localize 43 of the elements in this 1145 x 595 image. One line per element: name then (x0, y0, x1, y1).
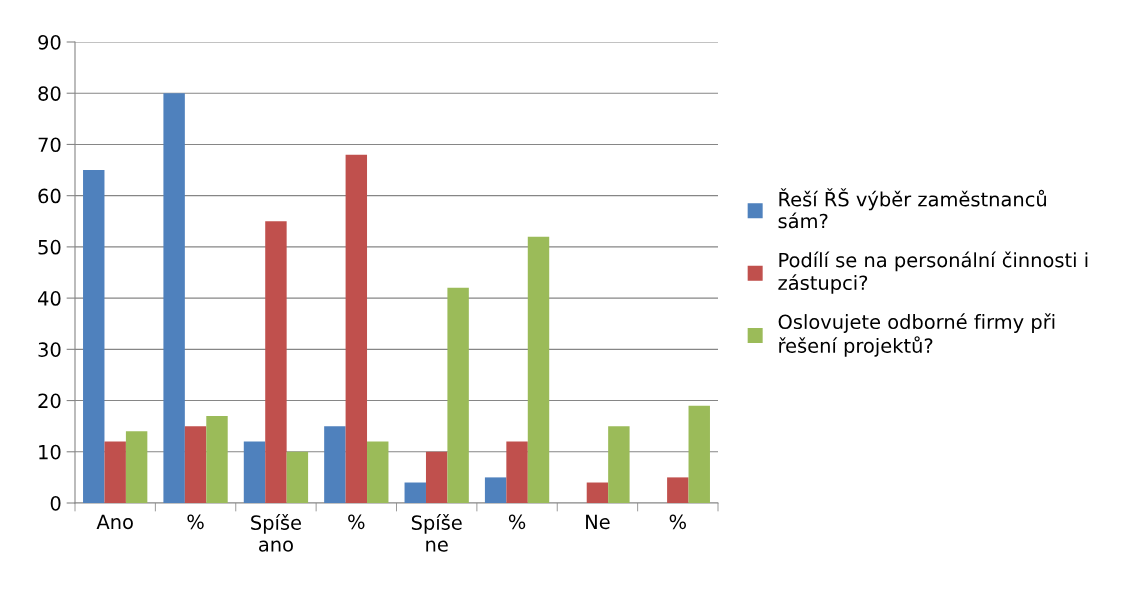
y-tick-label: 20 (38, 393, 61, 409)
bar (324, 426, 346, 503)
bar (688, 405, 710, 503)
legend-label: Podílí se na personální činnosti i zástupci? (778, 251, 1088, 294)
y-tick-label: 90 (38, 34, 61, 50)
bar (83, 170, 105, 503)
bar (265, 221, 287, 503)
bar (586, 482, 609, 503)
x-tick-label: % (348, 514, 365, 530)
legend-label: Oslovujete odborné firmy při řešení projektů? (778, 313, 1055, 357)
x-tick-label: % (187, 514, 204, 530)
y-tick-label: 80 (38, 86, 61, 101)
bar (506, 441, 528, 503)
bar (425, 451, 448, 503)
x-tick-label: % (508, 514, 526, 530)
bar (206, 415, 228, 503)
bar (367, 441, 389, 503)
bar (163, 93, 185, 503)
bar (608, 426, 630, 503)
bar (667, 477, 689, 503)
x-tick-label: Ne (586, 514, 610, 530)
bar (243, 441, 266, 503)
bar (184, 426, 207, 503)
bar (447, 287, 469, 503)
x-tick-label: Spíše ne (411, 514, 462, 552)
y-tick-label: 0 (50, 495, 61, 511)
bar (125, 431, 148, 503)
x-tick-label: Ano (96, 514, 133, 530)
y-tick-label: 30 (38, 342, 61, 357)
x-tick-label: Spíše ano (251, 514, 301, 552)
x-tick-label: % (669, 514, 686, 530)
bar (404, 482, 426, 503)
y-tick-label: 60 (38, 188, 61, 204)
bar (286, 451, 309, 503)
bar (484, 477, 507, 503)
y-tick-label: 70 (38, 137, 61, 153)
bar (104, 441, 126, 503)
bar (527, 236, 550, 503)
legend-label: Řeší ŘŠ výběr zaměstnanců sám? (778, 188, 1046, 229)
bar (345, 154, 368, 503)
y-tick-label: 40 (38, 291, 61, 306)
y-tick-label: 50 (38, 239, 61, 255)
y-tick-label: 10 (39, 444, 61, 460)
